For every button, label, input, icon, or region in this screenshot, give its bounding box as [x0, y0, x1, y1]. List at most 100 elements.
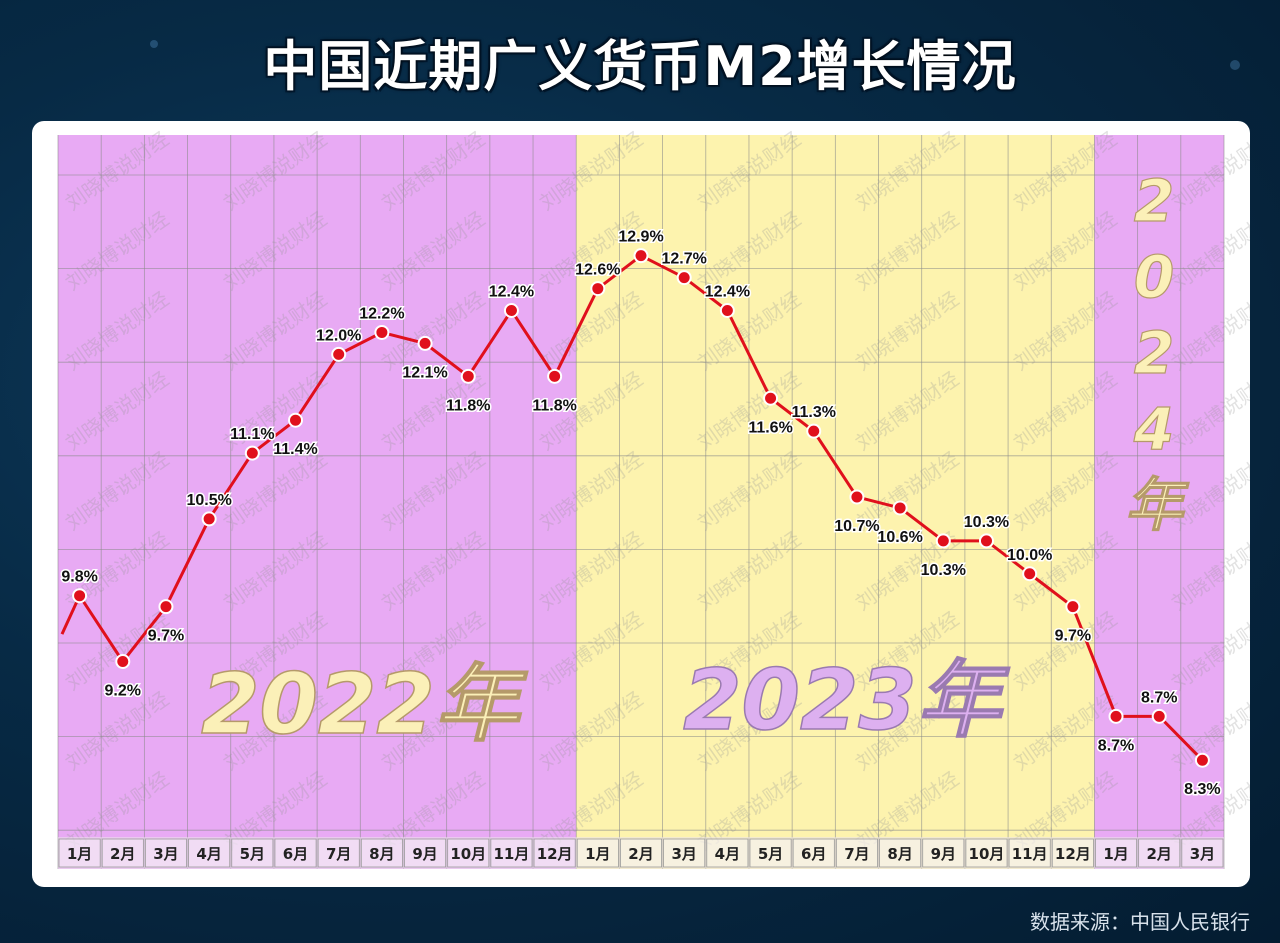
x-tick-label: 9月 [931, 845, 956, 863]
x-tick-cell [706, 838, 749, 868]
data-point [460, 368, 476, 384]
x-tick-label: 11月 [494, 845, 530, 863]
x-tick-cell [404, 838, 447, 868]
data-point [935, 533, 951, 549]
x-tick-cell [490, 838, 533, 868]
x-tick-cell [922, 838, 965, 868]
data-points [72, 248, 1210, 768]
data-point [849, 489, 865, 505]
x-tick-label: 3月 [671, 845, 696, 863]
x-tick-cell [879, 838, 922, 868]
data-label: 8.3% [1184, 781, 1220, 798]
x-tick-label: 12月 [537, 845, 573, 863]
x-tick-label: 10月 [450, 845, 486, 863]
x-tick-label: 3月 [1190, 845, 1215, 863]
data-point [719, 303, 735, 318]
x-tick-label: 7月 [326, 845, 351, 863]
year-label-2024-char: 2 [1134, 319, 1174, 387]
x-tick-label: 5月 [240, 845, 265, 863]
data-point [201, 511, 217, 527]
year-labels: 2022年 2023年 2 0 2 4 年 [200, 166, 1190, 753]
x-tick-cell [447, 838, 490, 868]
x-axis-band [58, 837, 1224, 869]
data-label: 8.7% [1141, 689, 1177, 706]
x-tick-label: 9月 [412, 845, 437, 863]
x-tick-cell [317, 838, 360, 868]
data-label: 11.6% [748, 419, 792, 436]
x-tick-label: 12月 [1055, 845, 1091, 863]
x-tick-cell [1095, 838, 1138, 868]
x-tick-cell [620, 838, 662, 868]
x-tick-label: 4月 [715, 845, 740, 863]
series-path [60, 253, 1204, 762]
x-tick-cell [835, 838, 878, 868]
x-tick-cell [576, 838, 619, 868]
year-label-2024-char: 0 [1134, 243, 1174, 311]
data-point [288, 412, 304, 428]
x-tick-cell [663, 838, 706, 868]
x-tick-label: 3月 [153, 845, 178, 863]
x-tick-cell [792, 838, 835, 868]
data-label: 9.7% [148, 628, 184, 645]
x-tick-cell [965, 838, 1008, 868]
x-tick-label: 6月 [801, 845, 826, 863]
x-tick-cell [1008, 838, 1051, 868]
x-tick-label: 4月 [196, 845, 221, 863]
grid-lines [57, 135, 1225, 869]
x-tick-label: 5月 [758, 845, 783, 863]
data-label: 12.4% [489, 284, 534, 301]
data-label: 12.6% [575, 262, 620, 279]
data-point [978, 533, 994, 549]
data-label: 10.3% [964, 514, 1009, 531]
x-tick-cell [188, 838, 231, 868]
data-label: 12.9% [618, 229, 663, 246]
data-label: 12.7% [661, 251, 706, 268]
data-label: 10.5% [186, 492, 231, 509]
data-label: 11.1% [230, 426, 274, 443]
data-point [244, 445, 260, 461]
data-point [590, 281, 606, 297]
year-label-2024-char: 2 [1134, 167, 1174, 235]
x-tick-label: 8月 [369, 845, 394, 863]
data-point [547, 368, 563, 384]
data-point [417, 335, 433, 351]
data-label: 8.7% [1098, 737, 1134, 754]
year-label-2022: 2022年 [201, 655, 528, 753]
data-label: 11.4% [273, 441, 317, 458]
x-tick-cell [1051, 838, 1094, 868]
x-tick-label: 6月 [283, 845, 308, 863]
x-tick-label: 2月 [628, 845, 653, 863]
data-point [763, 390, 779, 406]
data-label: 12.0% [316, 327, 361, 344]
data-point [633, 248, 649, 264]
data-point [503, 303, 519, 318]
data-point [1022, 566, 1038, 582]
data-label: 9.7% [1055, 628, 1091, 645]
x-tick-label: 2月 [110, 845, 135, 863]
x-tick-label: 10月 [969, 845, 1005, 863]
data-label: 11.8% [446, 397, 490, 414]
x-tick-label: 7月 [844, 845, 869, 863]
data-source-note: 数据来源：中国人民银行 [1030, 910, 1250, 934]
x-tick-cell [274, 838, 317, 868]
x-tick-label: 1月 [585, 845, 610, 863]
data-label: 12.1% [402, 364, 447, 381]
x-tick-cell [360, 838, 403, 868]
data-label: 11.3% [791, 404, 835, 421]
series-line [60, 253, 1204, 762]
x-tick-label: 11月 [1012, 845, 1048, 863]
data-label: 10.6% [877, 529, 922, 546]
x-axis: 1月 2月 3月 4月 5月 6月 7月 8月 9月 10月 11月 12月 1月 2月 3月 4月 5月 6月 7… [58, 837, 1224, 869]
data-point [1194, 752, 1210, 768]
x-tick-cell [101, 838, 144, 868]
data-point [676, 270, 692, 286]
data-label: 9.2% [105, 683, 141, 700]
x-tick-label: 1月 [1103, 845, 1128, 863]
data-label: 9.8% [61, 569, 97, 586]
x-tick-cell [58, 838, 101, 868]
x-tick-label: 1月 [67, 845, 92, 863]
year-band-2 [1094, 135, 1224, 869]
background-dot [1230, 60, 1240, 70]
data-point [1108, 708, 1124, 724]
data-point [72, 588, 88, 604]
